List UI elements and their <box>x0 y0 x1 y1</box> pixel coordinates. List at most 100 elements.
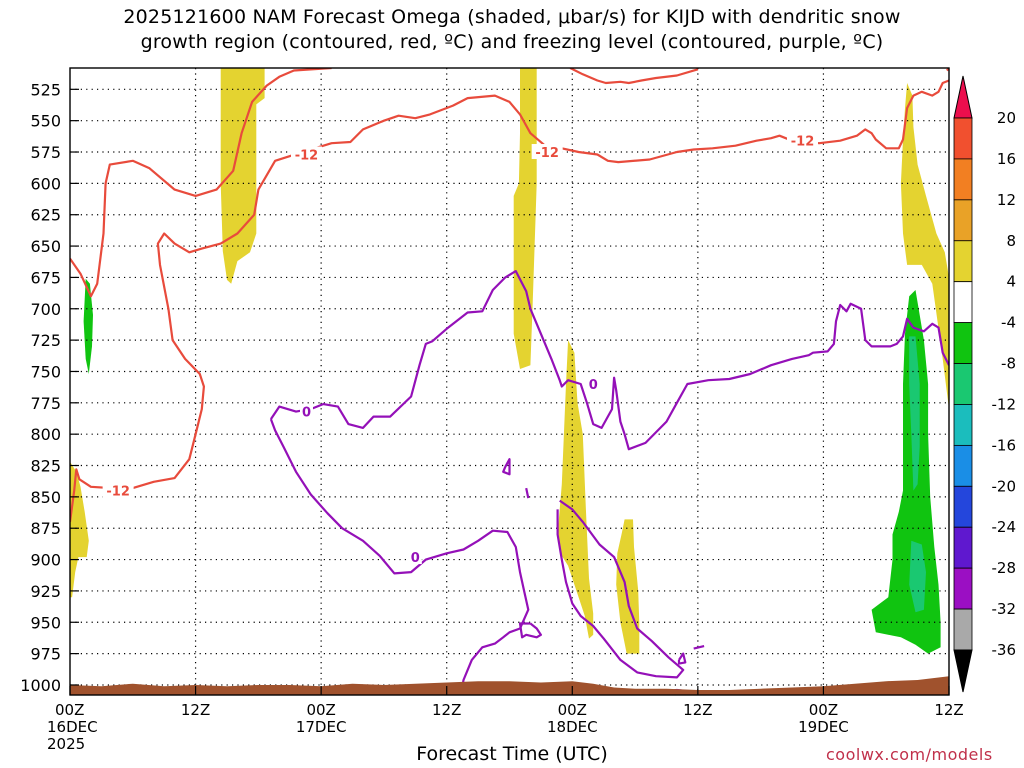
colorbar-label-2: 12 <box>997 191 1016 209</box>
omega-region-8 <box>909 336 920 491</box>
colorbar-box-2 <box>953 158 973 201</box>
y-tick-label-700: 700 <box>30 300 61 319</box>
y-tick-label-1000: 1000 <box>20 676 61 695</box>
y-tick-label-550: 550 <box>30 112 61 131</box>
colorbar: 20 16 12 8 4 -4 -8 -12 -16 -20 -24 -28 -32 -36 <box>953 75 1017 693</box>
y-tick-label-850: 850 <box>30 488 61 507</box>
colorbar-box-7 <box>953 363 973 405</box>
omega-region-1 <box>513 68 537 369</box>
dgz-contour-1 <box>70 68 332 298</box>
freezing-contour-3 <box>518 622 543 639</box>
dgz-label-1-bg <box>290 146 322 162</box>
omega-shading <box>70 68 949 654</box>
x-tick-label-36-0: 12Z <box>432 701 461 719</box>
omega-region-2 <box>557 340 594 639</box>
y-tick-label-650: 650 <box>30 237 61 256</box>
x-tick-label-48-1: 18DEC <box>547 718 598 736</box>
x-tick-label-84-0: 12Z <box>934 701 963 719</box>
omega-region-0 <box>220 68 265 284</box>
x-tick-label-0-0: 00Z <box>55 701 84 719</box>
x-tick-label-0-1: 16DEC <box>47 718 98 736</box>
dgz-label-3: -12 <box>791 135 815 150</box>
y-tick-label-775: 775 <box>30 394 61 413</box>
colorbar-label-6: -8 <box>1001 355 1016 373</box>
freezing-contour-2 <box>556 499 685 679</box>
freezing-contour-0 <box>269 270 949 451</box>
colorbar-label-0: 20 <box>997 109 1016 127</box>
y-tick-label-875: 875 <box>30 519 61 538</box>
y-tick-label-950: 950 <box>30 613 61 632</box>
omega-region-9 <box>909 540 926 613</box>
x-tick-label-0-2: 2025 <box>47 735 85 753</box>
x-axis-label: Forecast Time (UTC) <box>416 743 608 765</box>
y-tick-label-525: 525 <box>30 80 61 99</box>
dgz-label-0-bg <box>102 482 134 498</box>
omega-region-3 <box>616 519 640 654</box>
y-tick-label-825: 825 <box>30 457 61 476</box>
y-tick-label-750: 750 <box>30 362 61 381</box>
colorbar-box-8 <box>953 404 973 446</box>
omega-region-6 <box>83 278 93 374</box>
freezing-contour-1 <box>269 418 530 693</box>
y-tick-label-725: 725 <box>30 331 61 350</box>
x-tick-label-24-0: 00Z <box>306 701 335 719</box>
x-tick-label-72-0: 00Z <box>809 701 838 719</box>
colorbar-box-10 <box>953 485 973 528</box>
terrain-ground <box>70 676 949 695</box>
freezing-label-0: 0 <box>302 406 311 421</box>
freezing-label-1: 0 <box>411 551 420 566</box>
colorbar-box-4 <box>953 240 973 283</box>
freezing-label-1-bg <box>408 549 422 565</box>
credit-text: coolwx.com/models <box>826 745 993 764</box>
y-tick-label-625: 625 <box>30 206 61 225</box>
colorbar-box-5 <box>953 281 973 324</box>
dgz-label-2: -12 <box>535 146 559 161</box>
freezing-label-2: 0 <box>589 378 598 393</box>
dgz-contour-0 <box>70 79 949 523</box>
contour-lines <box>70 68 949 694</box>
y-axis-ticks: 525 550 575 600 625 650 675 700 725 750 775 800 825 8… <box>20 80 79 695</box>
omega-region-7 <box>871 290 941 654</box>
dgz-label-2-bg <box>531 144 563 160</box>
colorbar-box-12 <box>953 567 973 610</box>
colorbar-box-9 <box>953 444 973 487</box>
freezing-contour-6 <box>677 652 687 665</box>
y-tick-label-600: 600 <box>30 174 61 193</box>
y-tick-label-925: 925 <box>30 582 61 601</box>
colorbar-label-3: 8 <box>1006 232 1016 250</box>
colorbar-arrow-top <box>953 75 973 119</box>
y-tick-label-675: 675 <box>30 268 61 287</box>
chart-title-line-2: growth region (contoured, red, ºC) and f… <box>140 31 884 53</box>
grid-lines <box>70 68 949 695</box>
colorbar-box-13 <box>953 608 973 651</box>
freezing-label-2-bg <box>586 376 600 392</box>
x-tick-label-48-0: 00Z <box>558 701 587 719</box>
colorbar-label-11: -28 <box>992 559 1017 577</box>
plot-frame <box>69 67 950 696</box>
chart-title-line-1: 2025121600 NAM Forecast Omega (shaded, μ… <box>123 6 901 28</box>
terrain-area <box>70 676 949 695</box>
freezing-label-0-bg <box>299 403 313 419</box>
dgz-label-0: -12 <box>106 485 130 500</box>
y-tick-label-900: 900 <box>30 551 61 570</box>
x-tick-label-24-1: 17DEC <box>296 718 347 736</box>
colorbar-label-4: 4 <box>1006 273 1016 291</box>
freezing-contour-5 <box>525 487 530 499</box>
colorbar-box-3 <box>953 199 973 242</box>
contour-labels: -12 -12 -12 -12 0 0 0 <box>102 132 818 566</box>
x-tick-label-72-1: 19DEC <box>798 718 849 736</box>
freezing-contour-7 <box>693 645 705 650</box>
colorbar-label-1: 16 <box>997 150 1016 168</box>
colorbar-label-9: -20 <box>992 477 1017 495</box>
dgz-contour-2 <box>569 68 699 85</box>
freezing-contour-4 <box>502 458 511 476</box>
colorbar-box-11 <box>953 526 973 569</box>
x-tick-label-60-0: 12Z <box>683 701 712 719</box>
x-tick-label-12-0: 12Z <box>181 701 210 719</box>
colorbar-label-12: -32 <box>992 600 1017 618</box>
y-tick-label-800: 800 <box>30 425 61 444</box>
omega-region-4 <box>900 83 949 410</box>
colorbar-label-10: -24 <box>992 518 1017 536</box>
